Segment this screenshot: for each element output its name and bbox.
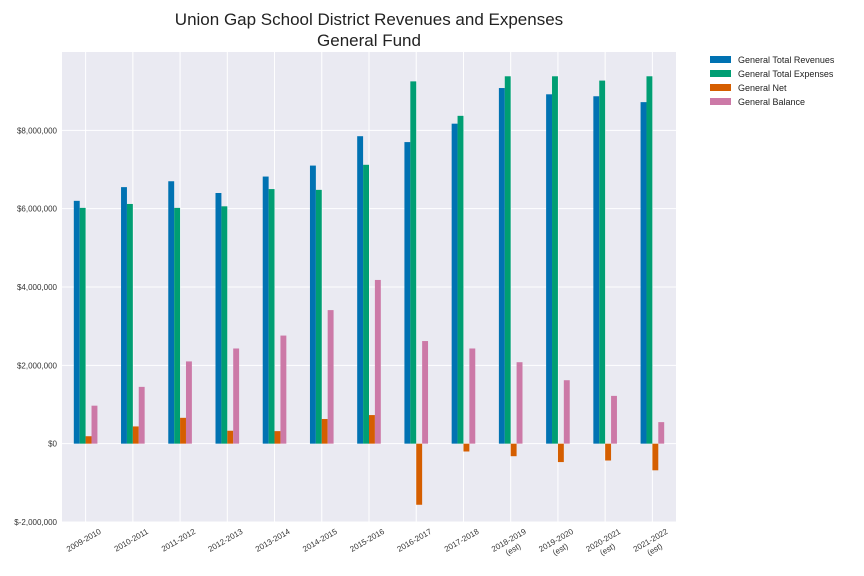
svg-text:2018-2019(est): 2018-2019(est) [490, 527, 533, 563]
bar-general-balance [469, 348, 476, 444]
x-axis-ticks: 2009-2010 2010-2011 2011-2012 2012-2013 2013… [65, 527, 675, 563]
bar-general-net [321, 418, 328, 444]
svg-text:2014-2015: 2014-2015 [301, 527, 339, 554]
bar-general-net [180, 417, 186, 444]
bar-general-net [132, 426, 139, 444]
bar-general-net [369, 415, 375, 444]
x-tick-label: 2012-2013 [207, 527, 245, 554]
x-tick-label: 2019-2020(est) [537, 527, 580, 563]
bar-general-balance [91, 405, 98, 444]
bar-general-balance [611, 395, 617, 444]
bar-general-balance [422, 341, 429, 444]
x-tick-label: 2014-2015 [301, 527, 339, 554]
y-tick-label: $8,000,000 [17, 126, 58, 135]
bar-general-balance [233, 348, 240, 444]
bar-general-total-revenues [215, 193, 222, 444]
x-tick-label: 2009-2010 [65, 527, 103, 554]
bar-general-total-expenses [221, 206, 228, 444]
bar-general-total-expenses [552, 76, 558, 444]
y-axis-ticks: $-2,000,000 $0 $2,000,000 $4,000,000 $6,000,… [14, 126, 57, 527]
bar-general-balance [516, 362, 523, 444]
bar-general-net [557, 443, 564, 463]
bar-general-net [605, 443, 612, 461]
svg-text:2015-2016: 2015-2016 [348, 527, 386, 554]
bar-general-total-revenues [404, 142, 411, 444]
legend: General Total Revenues General Total Expe… [710, 55, 835, 107]
svg-text:2019-2020(est): 2019-2020(est) [537, 527, 580, 563]
bar-general-balance [185, 361, 192, 444]
bar-general-net [227, 430, 234, 444]
bar-general-total-expenses [363, 164, 369, 444]
svg-text:2010-2011: 2010-2011 [113, 527, 151, 554]
y-tick-label: $6,000,000 [17, 205, 58, 214]
bar-general-total-expenses [599, 80, 606, 444]
legend-label: General Total Expenses [738, 69, 834, 79]
legend-label: General Balance [738, 97, 805, 107]
legend-swatch [710, 84, 731, 91]
legend-label: General Net [738, 83, 787, 93]
x-tick-label: 2011-2012 [160, 527, 198, 554]
bar-general-balance [563, 380, 570, 444]
x-tick-label: 2013-2014 [254, 527, 292, 554]
svg-text:2017-2018: 2017-2018 [443, 527, 481, 554]
x-tick-label: 2015-2016 [348, 527, 386, 554]
chart-subtitle: General Fund [317, 31, 421, 50]
bar-general-balance [374, 279, 381, 444]
bar-general-total-expenses [410, 81, 417, 444]
bar-general-total-revenues [451, 123, 458, 444]
bar-general-net [85, 436, 92, 444]
bar-general-total-revenues [357, 136, 364, 444]
bar-general-balance [138, 386, 145, 444]
bar-general-total-revenues [498, 88, 505, 444]
legend-label: General Total Revenues [738, 55, 835, 65]
svg-text:2021-2022(est): 2021-2022(est) [632, 527, 675, 563]
bar-general-total-revenues [309, 165, 316, 444]
legend-swatch [710, 56, 731, 63]
x-tick-label: 2020-2021(est) [585, 527, 628, 563]
y-tick-label: $-2,000,000 [14, 518, 57, 527]
bar-general-total-revenues [73, 200, 80, 444]
bar-general-total-expenses [504, 76, 511, 444]
bar-general-total-revenues [168, 181, 175, 444]
bar-general-total-revenues [640, 102, 647, 444]
svg-text:2011-2012: 2011-2012 [160, 527, 198, 554]
x-tick-label: 2017-2018 [443, 527, 481, 554]
legend-swatch [710, 98, 731, 105]
bar-general-net [274, 431, 281, 444]
x-tick-label: 2018-2019(est) [490, 527, 533, 563]
bar-general-total-revenues [593, 96, 600, 444]
bar-general-balance [280, 335, 287, 444]
bar-general-total-expenses [646, 76, 653, 444]
bar-general-total-expenses [79, 207, 86, 444]
y-tick-label: $0 [48, 440, 57, 449]
svg-text:2013-2014: 2013-2014 [254, 527, 292, 554]
bar-general-total-expenses [457, 115, 464, 444]
x-tick-label: 2016-2017 [396, 527, 434, 554]
bars [73, 76, 665, 505]
bar-general-net [652, 443, 659, 471]
y-tick-label: $2,000,000 [17, 361, 58, 370]
legend-swatch [710, 70, 731, 77]
bar-general-total-expenses [126, 203, 133, 444]
svg-text:2009-2010: 2009-2010 [65, 527, 103, 554]
bar-general-total-revenues [121, 187, 127, 444]
svg-text:2016-2017: 2016-2017 [396, 527, 434, 554]
bar-general-balance [327, 310, 334, 444]
bar-general-net [416, 443, 423, 505]
bar-general-total-expenses [174, 207, 181, 444]
bar-general-total-expenses [315, 189, 322, 444]
chart-title: Union Gap School District Revenues and E… [175, 10, 563, 29]
bar-general-total-expenses [268, 189, 275, 444]
bar-general-balance [658, 422, 665, 444]
bar-general-total-revenues [262, 176, 269, 444]
x-tick-label: 2021-2022(est) [632, 527, 675, 563]
bar-general-total-revenues [546, 94, 553, 444]
bar-general-net [510, 443, 517, 457]
svg-text:2012-2013: 2012-2013 [207, 527, 245, 554]
bar-general-net [463, 443, 470, 452]
y-tick-label: $4,000,000 [17, 283, 58, 292]
svg-text:2020-2021(est): 2020-2021(est) [585, 527, 628, 563]
x-tick-label: 2010-2011 [113, 527, 151, 554]
